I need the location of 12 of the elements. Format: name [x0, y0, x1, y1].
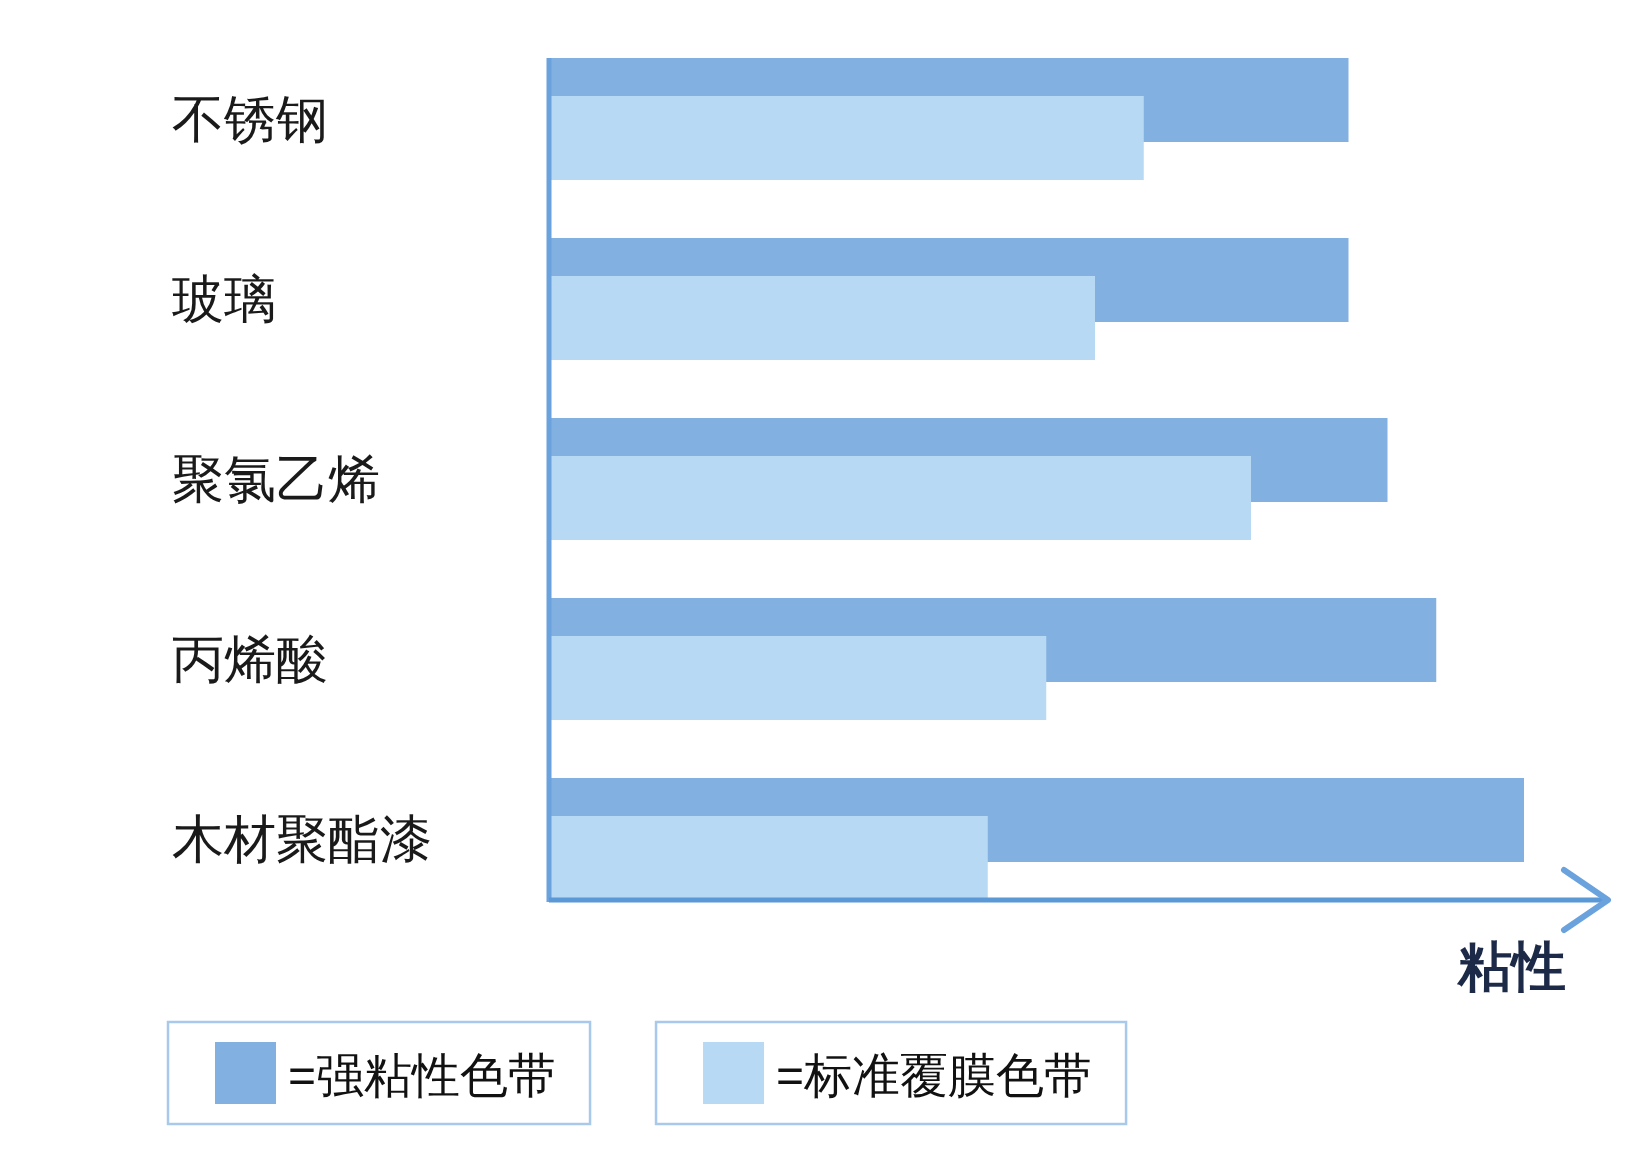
legend-label: =标准覆膜色带 — [776, 1048, 1093, 1102]
bar — [551, 456, 1251, 540]
legend-label: =强粘性色带 — [288, 1048, 557, 1102]
y-tick-label: 聚氯乙烯 — [172, 450, 380, 508]
bar — [551, 636, 1047, 720]
bar — [551, 96, 1144, 180]
y-tick-label: 丙烯酸 — [172, 630, 328, 688]
y-tick-label: 玻璃 — [172, 270, 276, 328]
y-tick-label: 不锈钢 — [172, 90, 328, 148]
x-axis-title: 粘性 — [1456, 936, 1566, 996]
bar — [551, 276, 1095, 360]
y-tick-label: 木材聚酯漆 — [172, 810, 432, 868]
